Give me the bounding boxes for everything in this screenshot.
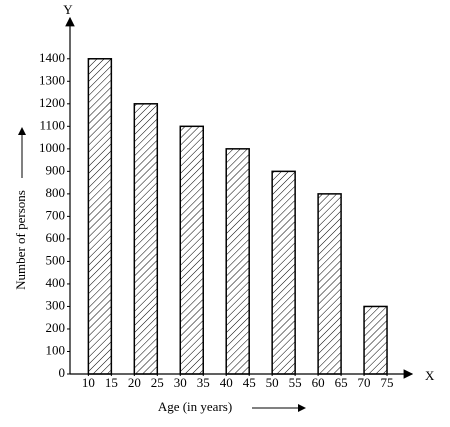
y-axis-name: Y xyxy=(63,2,73,17)
x-axis-name: X xyxy=(425,368,435,383)
y-tick-label: 900 xyxy=(46,162,66,177)
bar xyxy=(133,103,159,375)
x-tick-label: 40 xyxy=(220,375,233,390)
y-tick-label: 700 xyxy=(46,207,66,222)
x-tick-label: 20 xyxy=(128,375,141,390)
y-tick-label: 1000 xyxy=(39,140,65,155)
y-tick-label: 500 xyxy=(46,252,66,267)
bar xyxy=(179,125,204,375)
x-tick-label: 60 xyxy=(312,375,325,390)
x-tick-label: 70 xyxy=(358,375,371,390)
y-tick-label: 600 xyxy=(46,230,66,245)
y-tick-label: 1400 xyxy=(39,50,65,65)
x-tick-label: 15 xyxy=(105,375,118,390)
y-tick-label: 800 xyxy=(46,185,66,200)
x-tick-label: 45 xyxy=(243,375,256,390)
bar xyxy=(317,193,342,375)
y-tick-label: 1300 xyxy=(39,72,65,87)
y-tick-label: 400 xyxy=(46,275,66,290)
y-tick-label: 100 xyxy=(46,342,66,357)
bar xyxy=(225,148,250,375)
x-tick-label: 55 xyxy=(289,375,302,390)
x-axis-title: Age (in years) xyxy=(158,399,232,414)
x-tick-label: 50 xyxy=(266,375,279,390)
x-tick-label: 10 xyxy=(82,375,95,390)
bar xyxy=(271,170,296,375)
x-tick-label: 35 xyxy=(197,375,210,390)
y-tick-label: 1200 xyxy=(39,95,65,110)
y-tick-label: 300 xyxy=(46,297,66,312)
x-tick-label: 75 xyxy=(381,375,394,390)
y-tick-label: 1100 xyxy=(39,117,65,132)
bar xyxy=(363,305,388,375)
y-axis-title: Number of persons xyxy=(13,190,28,290)
x-tick-label: 65 xyxy=(335,375,348,390)
y-tick-label: 0 xyxy=(59,365,66,380)
y-tick-label: 200 xyxy=(46,320,66,335)
x-tick-label: 30 xyxy=(174,375,187,390)
bar xyxy=(87,58,113,375)
x-tick-label: 25 xyxy=(151,375,164,390)
